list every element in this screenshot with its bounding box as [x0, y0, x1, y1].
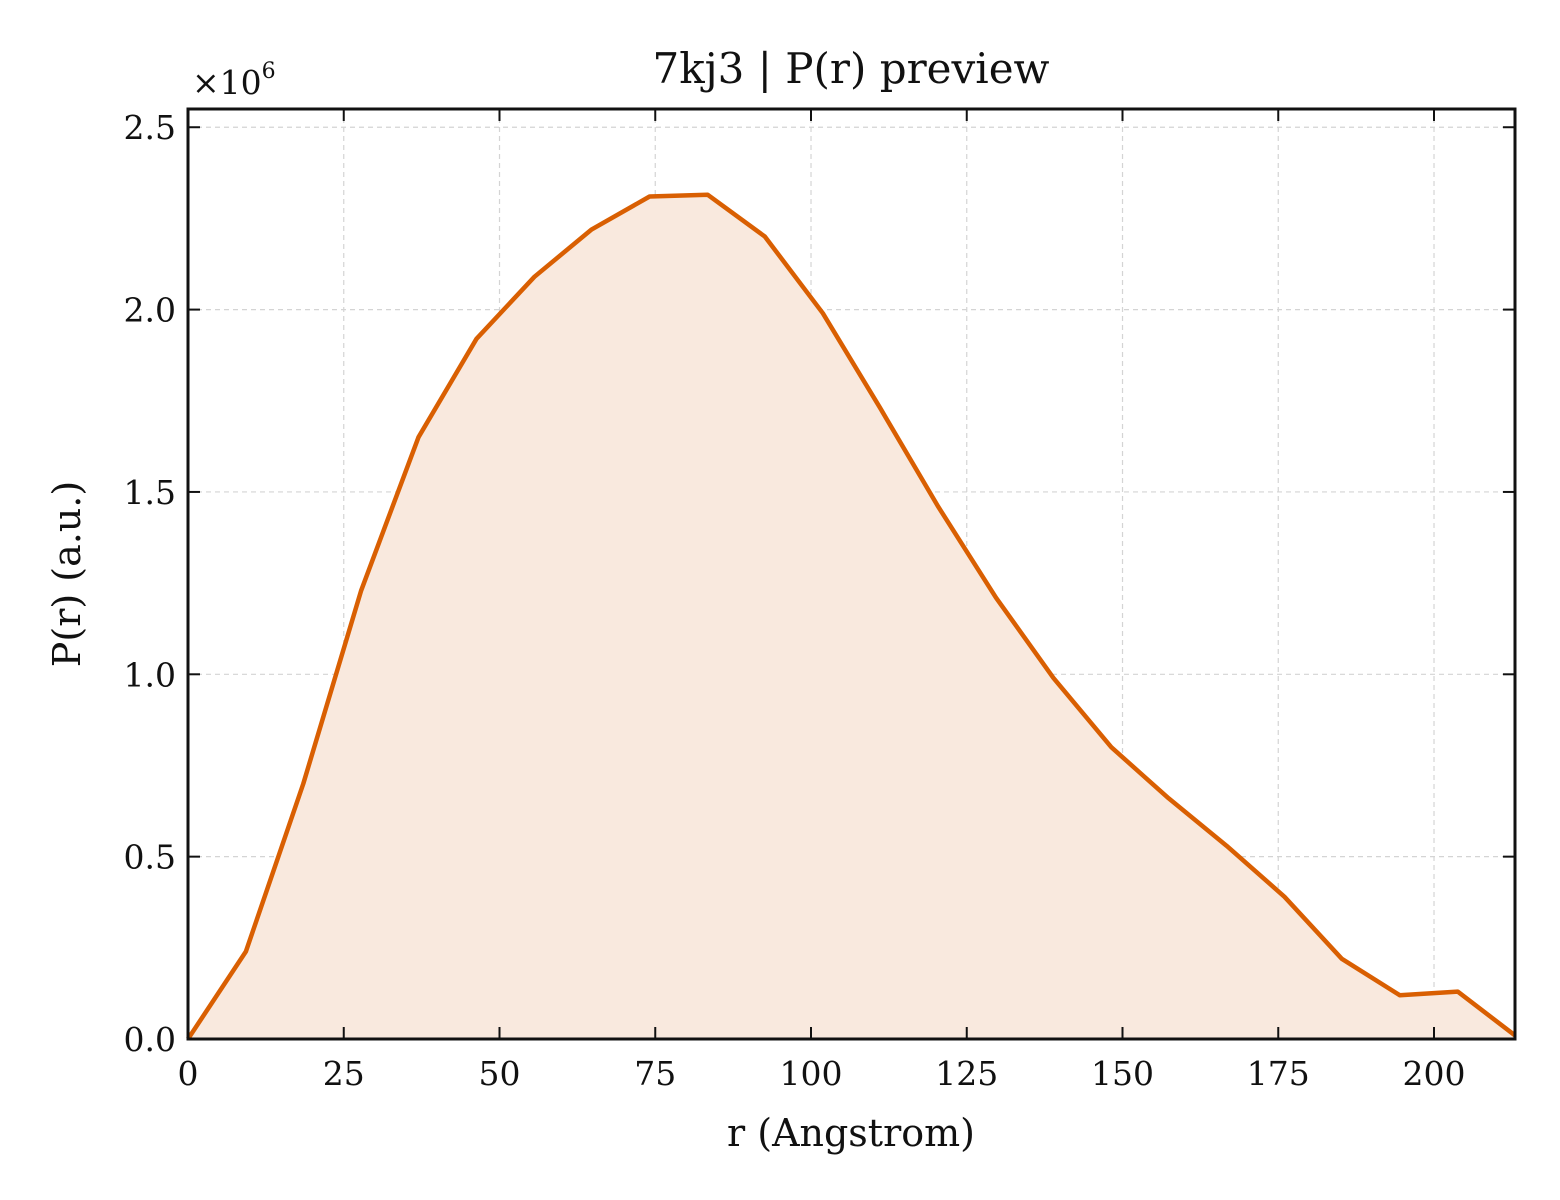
y-scale-multiplier: ×106 — [192, 59, 276, 102]
y-axis-label: P(r) (a.u.) — [45, 481, 89, 667]
axis-ticks: 0 25 50 75 100 125 150 175 200 0.0 0.5 1.0 1.5 2.0 2.5 — [124, 108, 1515, 1093]
x-tick-label: 125 — [935, 1054, 998, 1093]
y-tick-label: 0.0 — [124, 1020, 176, 1059]
pr-series-line — [186, 192, 1517, 1041]
x-tick-label: 150 — [1091, 1054, 1154, 1093]
x-tick-label: 75 — [634, 1054, 676, 1093]
chart-title: 7kj3 | P(r) preview — [652, 44, 1049, 93]
pr-area-fill — [188, 194, 1515, 1039]
y-tick-label: 2.0 — [124, 291, 176, 330]
plot-frame — [186, 107, 1517, 1041]
x-tick-label: 100 — [780, 1054, 843, 1093]
y-tick-label: 1.0 — [124, 655, 176, 694]
x-tick-label: 200 — [1403, 1054, 1466, 1093]
x-tick-label: 50 — [479, 1054, 521, 1093]
x-axis-label: r (Angstrom) — [727, 1111, 975, 1155]
y-scale-multiplier-exponent: 6 — [262, 59, 276, 84]
x-tick-label: 25 — [323, 1054, 365, 1093]
x-tick-label: 0 — [178, 1054, 199, 1093]
y-tick-label: 2.5 — [124, 108, 176, 147]
y-tick-label: 0.5 — [124, 838, 176, 877]
y-tick-label: 1.5 — [124, 473, 176, 512]
y-scale-multiplier-base: ×10 — [192, 63, 262, 102]
x-tick-label: 175 — [1247, 1054, 1310, 1093]
